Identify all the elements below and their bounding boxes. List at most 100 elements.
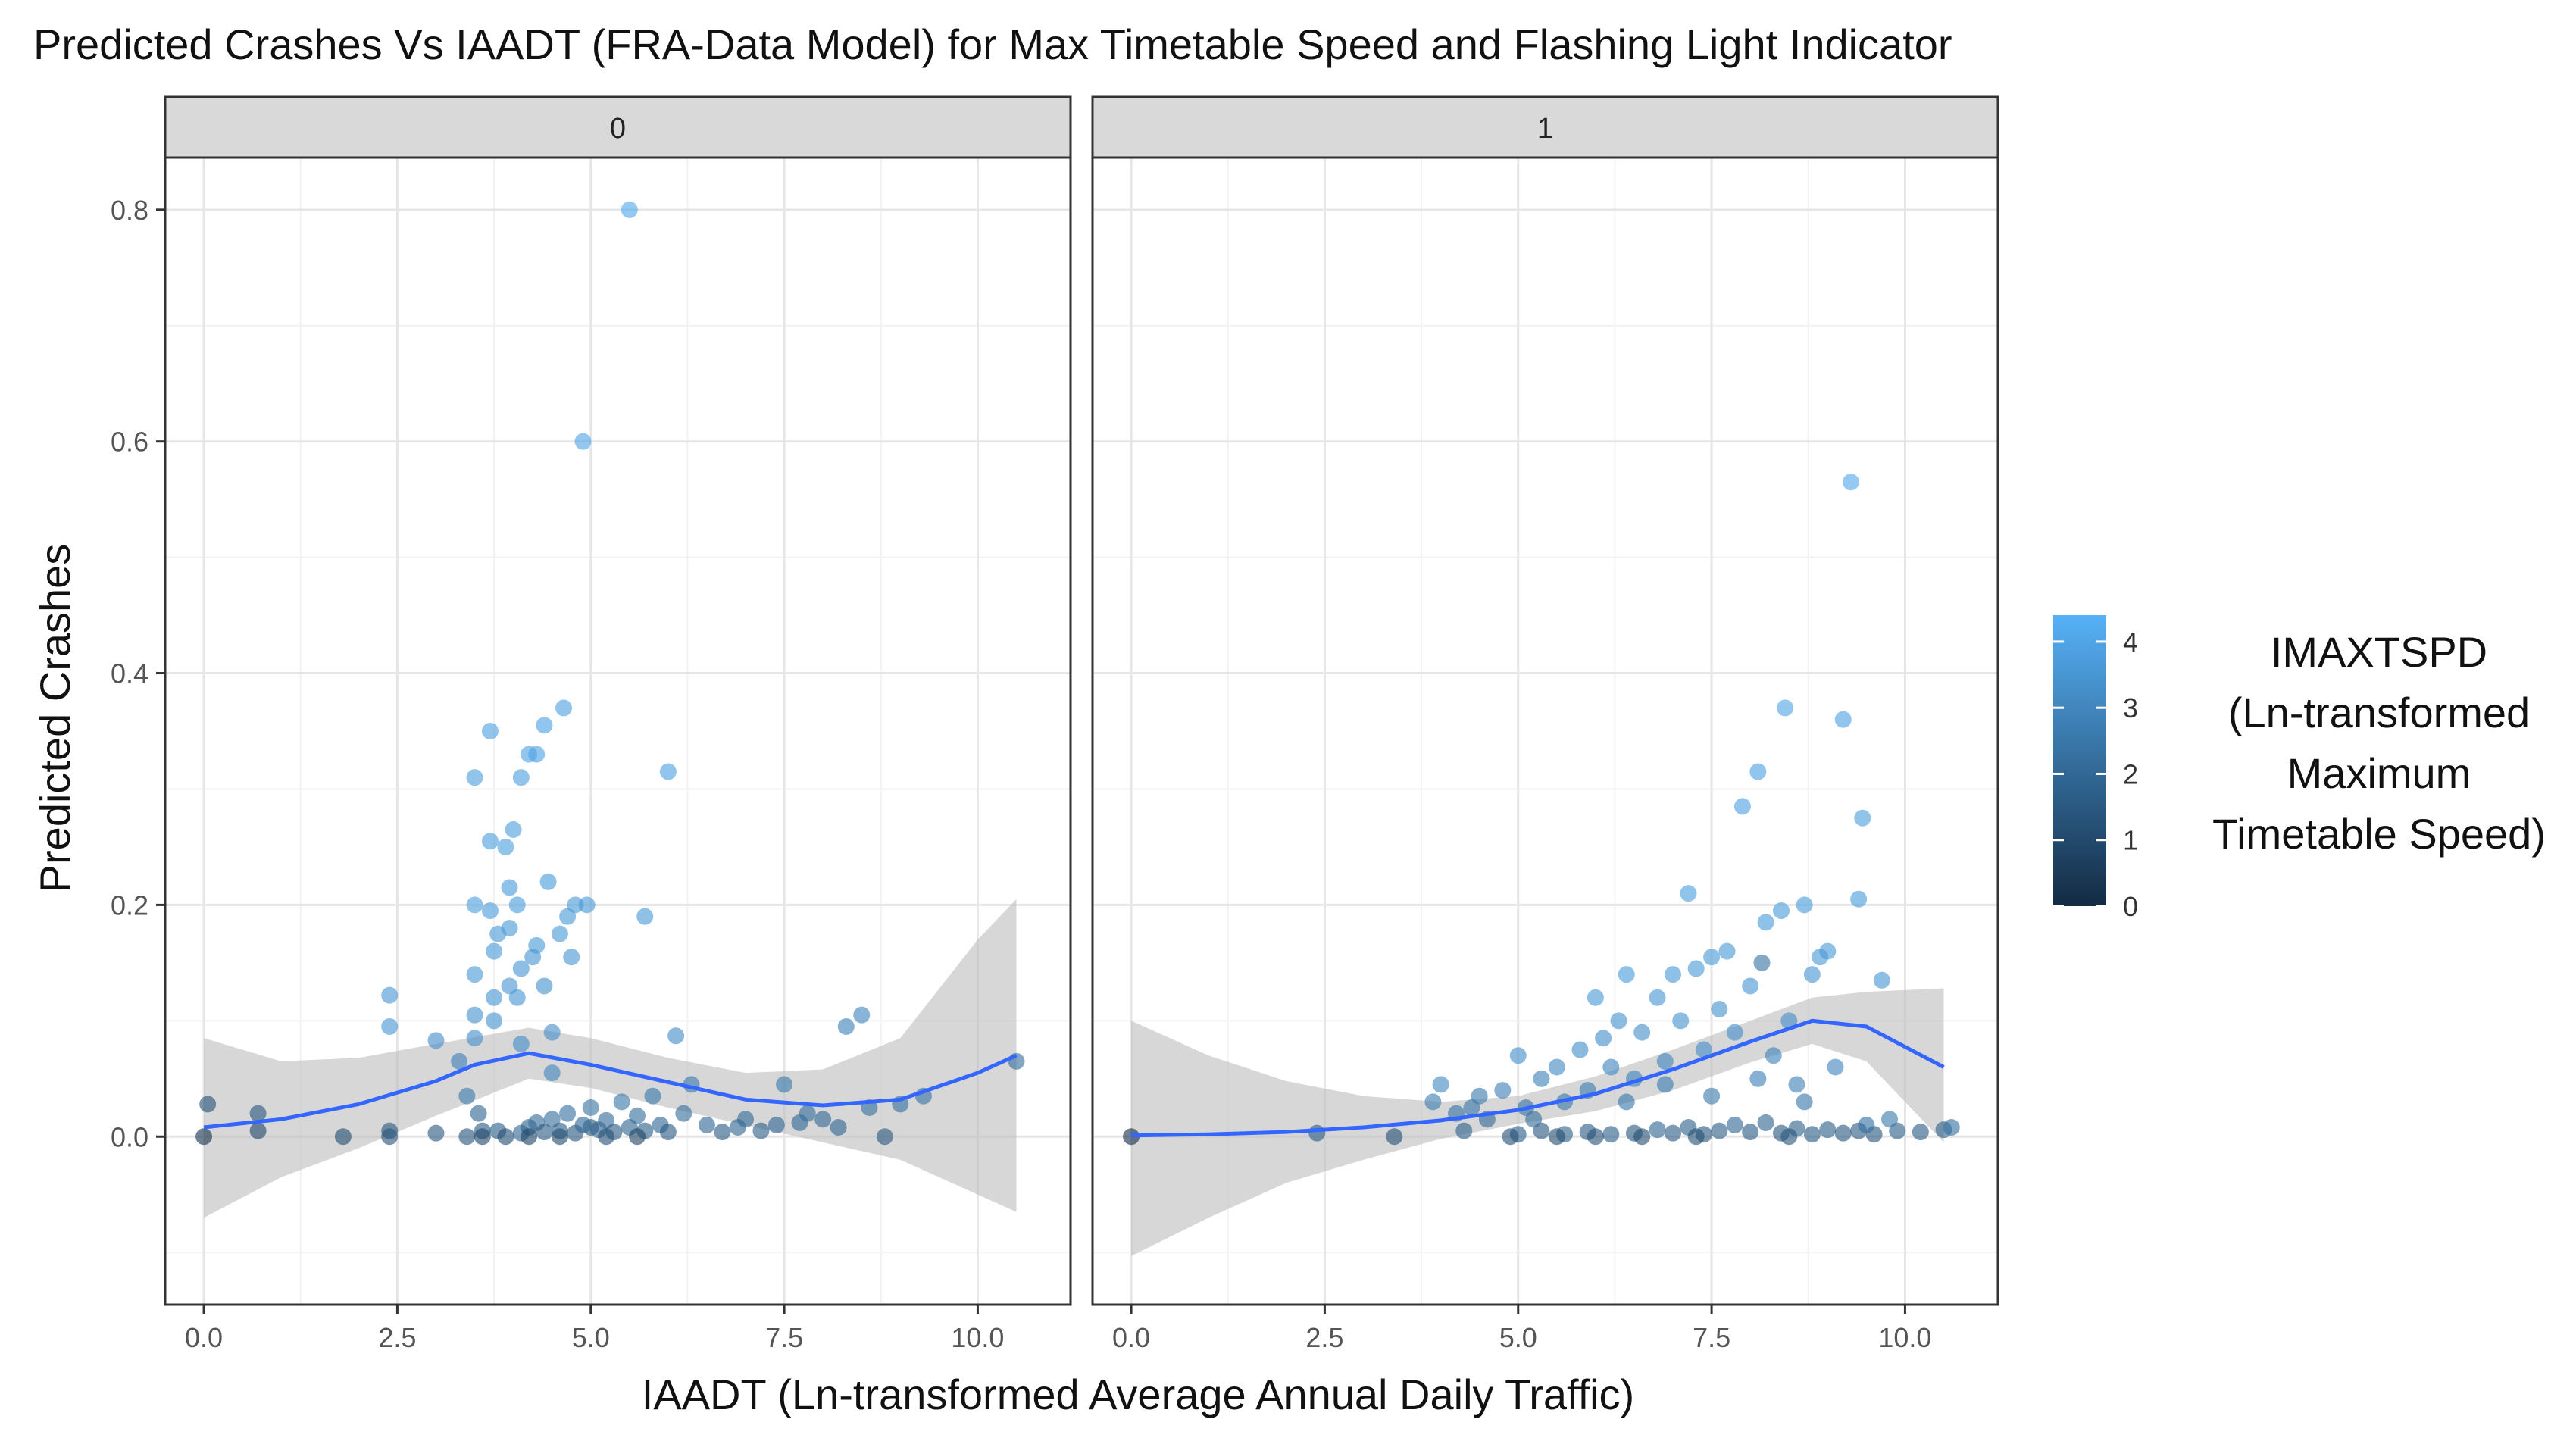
x-tick-label: 5.0 xyxy=(1499,1322,1537,1353)
data-point xyxy=(1711,1122,1728,1139)
data-point xyxy=(1687,960,1705,977)
data-point xyxy=(508,989,526,1006)
data-point xyxy=(659,1124,677,1141)
legend-tick-label: 4 xyxy=(2123,627,2138,658)
data-point xyxy=(512,960,530,977)
data-point xyxy=(1602,1058,1620,1076)
data-point xyxy=(528,746,546,763)
data-point xyxy=(737,1111,755,1128)
data-point xyxy=(543,1064,561,1082)
data-point xyxy=(536,1124,553,1141)
x-tick-label: 5.0 xyxy=(572,1322,610,1353)
data-point xyxy=(1680,885,1697,902)
facet-strip xyxy=(164,95,1072,159)
chart-title: Predicted Crashes Vs IAADT (FRA-Data Mod… xyxy=(33,20,1952,68)
data-point xyxy=(466,1006,483,1024)
confidence-band xyxy=(1131,988,1944,1256)
data-point xyxy=(1803,1126,1821,1143)
data-point xyxy=(1858,1116,1875,1133)
legend-title-line: Timetable Speed) xyxy=(2212,810,2546,858)
data-point xyxy=(1672,1012,1690,1030)
data-point xyxy=(381,1017,399,1035)
data-point xyxy=(1633,1024,1651,1041)
data-point xyxy=(528,936,546,954)
data-point xyxy=(1649,989,1666,1006)
data-point xyxy=(1726,1024,1743,1041)
legend-tick-label: 2 xyxy=(2123,758,2138,789)
data-point xyxy=(613,1093,630,1111)
data-point xyxy=(563,949,580,966)
data-point xyxy=(512,769,530,786)
y-tick-label: 0.0 xyxy=(111,1121,148,1152)
data-point xyxy=(1687,1128,1705,1146)
data-point xyxy=(1618,966,1635,983)
data-point xyxy=(1733,798,1751,815)
data-point xyxy=(799,1105,816,1122)
x-tick-label: 7.5 xyxy=(765,1322,803,1353)
data-point xyxy=(1548,1058,1565,1076)
x-tick-label: 0.0 xyxy=(1112,1322,1150,1353)
data-point xyxy=(1796,896,1813,914)
data-point xyxy=(776,1076,793,1093)
legend-tick-label: 0 xyxy=(2123,891,2138,922)
data-point xyxy=(1656,1076,1674,1093)
data-point xyxy=(1788,1076,1805,1093)
data-point xyxy=(539,873,557,890)
y-tick-label: 0.2 xyxy=(111,889,148,921)
data-point xyxy=(1780,1012,1798,1030)
x-tick-label: 10.0 xyxy=(1878,1322,1931,1353)
data-point xyxy=(1703,1087,1721,1105)
data-point xyxy=(1718,942,1736,960)
data-point xyxy=(427,1032,445,1049)
legend-title-line: (Ln-transformed xyxy=(2228,689,2530,736)
data-point xyxy=(1834,711,1852,728)
data-point xyxy=(659,763,677,780)
data-point xyxy=(1571,1041,1589,1058)
x-tick-label: 10.0 xyxy=(951,1322,1004,1353)
data-point xyxy=(521,1128,538,1146)
data-point xyxy=(1703,949,1721,966)
data-point xyxy=(195,1128,213,1146)
data-point xyxy=(714,1124,731,1141)
data-point xyxy=(1587,1128,1604,1146)
data-point xyxy=(1695,1041,1712,1058)
data-point xyxy=(1587,989,1604,1006)
data-point xyxy=(481,833,499,850)
data-point xyxy=(1943,1119,1960,1136)
legend-tick-label: 1 xyxy=(2123,825,2138,856)
data-point xyxy=(501,879,518,896)
data-point xyxy=(1711,1001,1728,1018)
legend-color-bar xyxy=(2053,615,2106,906)
data-point xyxy=(1726,1116,1743,1133)
data-point xyxy=(1548,1128,1565,1146)
data-point xyxy=(501,919,518,936)
data-point xyxy=(1008,1052,1025,1070)
data-point xyxy=(578,896,596,914)
data-point xyxy=(1656,1052,1674,1070)
data-point xyxy=(1873,971,1890,989)
data-point xyxy=(1533,1070,1550,1087)
data-point xyxy=(1803,966,1821,983)
data-point xyxy=(559,1105,577,1122)
smooth-line xyxy=(1131,1018,1945,1138)
data-point xyxy=(199,1096,217,1113)
data-point xyxy=(698,1116,715,1133)
data-point xyxy=(486,989,503,1006)
data-point xyxy=(486,1012,503,1030)
data-point xyxy=(466,896,483,914)
panel-border xyxy=(1091,156,1999,1306)
data-point xyxy=(830,1119,847,1136)
data-point xyxy=(466,769,483,786)
data-point xyxy=(1525,1111,1543,1128)
facet-panel-0: 0 0.0 2.5 5.0 7.5 10.0 0.0 0.2 0.4 0.6 0.8 xyxy=(111,95,1072,1353)
data-point xyxy=(644,1087,661,1105)
data-point xyxy=(598,1128,615,1146)
data-point xyxy=(466,1030,483,1047)
data-point xyxy=(555,699,573,717)
data-point xyxy=(1780,1128,1798,1146)
data-point xyxy=(1386,1128,1403,1146)
data-point xyxy=(1819,942,1837,960)
data-point xyxy=(334,1128,352,1146)
data-point xyxy=(1665,1124,1682,1142)
